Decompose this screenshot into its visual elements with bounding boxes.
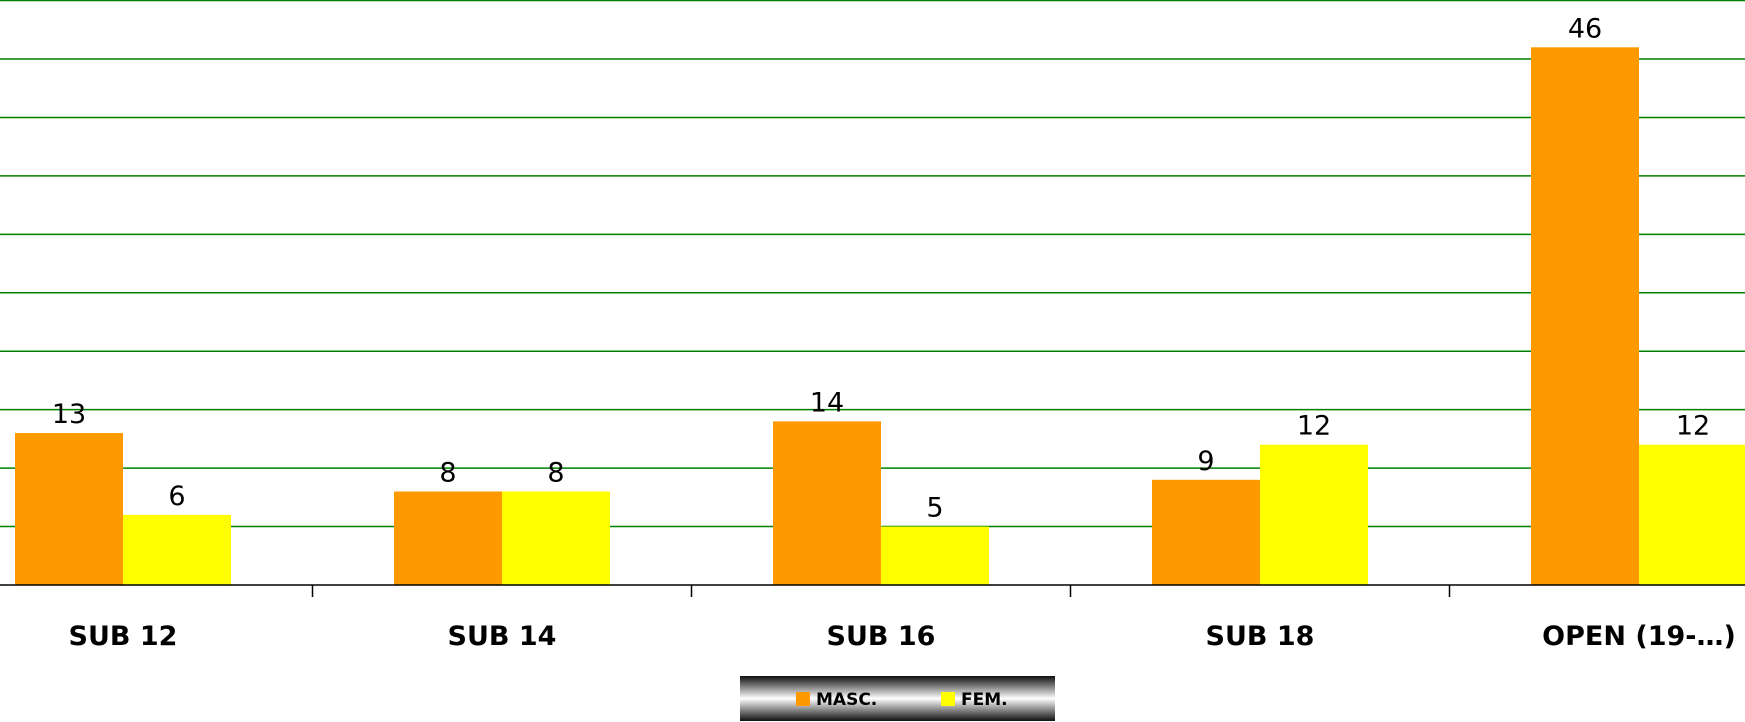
bar-fem xyxy=(1260,444,1368,585)
bar-masc xyxy=(15,433,123,585)
bars xyxy=(15,47,1745,586)
data-label-fem: 12 xyxy=(1297,411,1331,442)
bar-fem xyxy=(1639,444,1745,585)
bar-masc xyxy=(773,421,881,585)
bar-masc xyxy=(394,491,502,585)
data-label-masc: 46 xyxy=(1568,13,1602,44)
category-label: OPEN (19-…) xyxy=(1542,621,1736,652)
data-label-fem: 5 xyxy=(926,493,943,524)
legend: MASC. FEM. xyxy=(740,676,1055,721)
legend-label-masc: MASC. xyxy=(816,690,877,710)
data-label-fem: 8 xyxy=(547,457,564,488)
category-label: SUB 16 xyxy=(827,621,936,652)
bar-fem xyxy=(881,526,989,585)
category-label: SUB 12 xyxy=(69,621,178,652)
legend-background xyxy=(740,676,1055,721)
bar-masc xyxy=(1531,47,1639,586)
data-label-masc: 9 xyxy=(1197,446,1214,477)
bar-fem xyxy=(123,514,231,585)
data-label-fem: 6 xyxy=(168,481,185,512)
bar-fem xyxy=(502,491,610,585)
bar-masc xyxy=(1152,479,1260,585)
data-label-masc: 14 xyxy=(810,387,844,418)
legend-swatch-fem xyxy=(941,692,955,706)
value-labels: 13 6 8 8 14 5 9 12 46 12 xyxy=(52,13,1710,523)
category-labels: SUB 12 SUB 14 SUB 16 SUB 18 OPEN (19-…) xyxy=(69,621,1736,652)
category-label: SUB 14 xyxy=(448,621,557,652)
gridlines xyxy=(0,0,1745,528)
x-axis xyxy=(0,584,1745,597)
data-label-masc: 13 xyxy=(52,399,86,430)
category-label: SUB 18 xyxy=(1206,621,1315,652)
data-label-fem: 12 xyxy=(1676,411,1710,442)
legend-label-fem: FEM. xyxy=(961,690,1008,710)
data-label-masc: 8 xyxy=(439,457,456,488)
legend-swatch-masc xyxy=(796,692,810,706)
